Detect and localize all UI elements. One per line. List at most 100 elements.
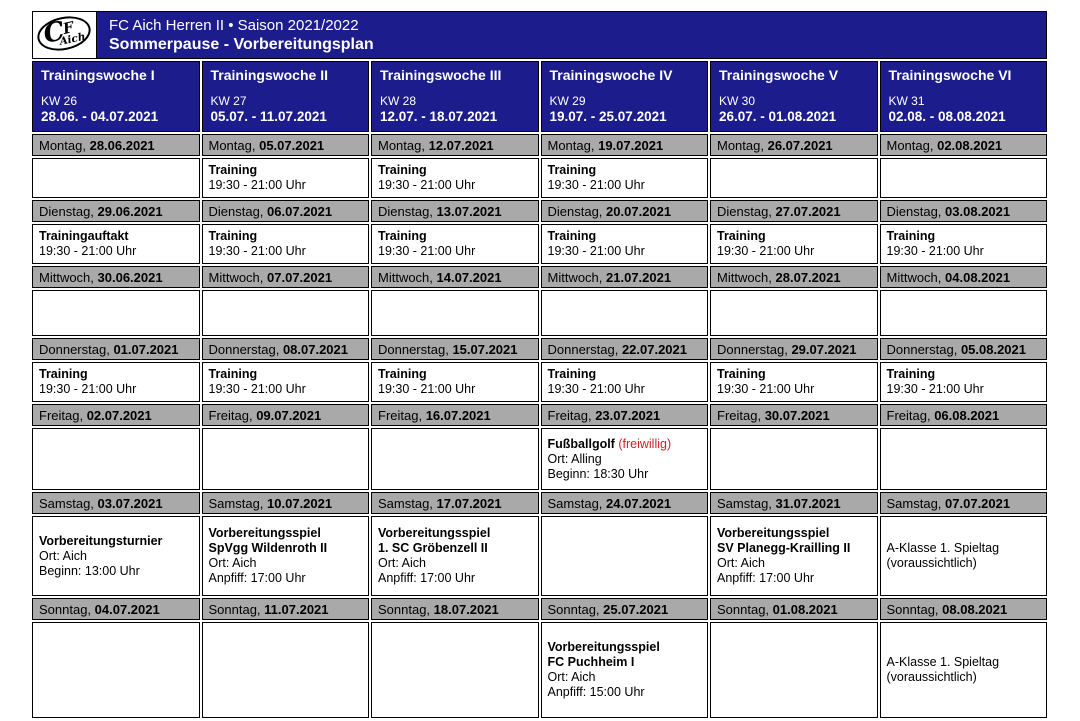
day-name: Dienstag, [886,203,946,219]
day-name: Dienstag, [208,203,268,219]
event-line: Training [378,229,427,243]
event-line: 19:30 - 21:00 Uhr [378,382,476,396]
empty-cell [371,622,539,718]
day-name: Samstag, [886,495,946,511]
day-cell: Mittwoch, 04.08.2021 [879,266,1047,288]
day-name: Freitag, [39,407,87,423]
event-line: Vorbereitungsspiel [378,526,491,540]
empty-cell [32,158,200,198]
event-line: 19:30 - 21:00 Uhr [886,382,984,396]
week-header-5: Trainingswoche V KW 30 26.07. - 01.08.20… [710,61,878,132]
event-line: Training [886,367,936,381]
day-cell: Samstag, 17.07.2021 [371,492,539,514]
day-name: Sonntag, [208,601,265,617]
day-cell: Sonntag, 25.07.2021 [540,598,708,620]
event-line: Ort: Aich [208,556,257,570]
event-cell: Training 19:30 - 21:00 Uhr [371,158,539,198]
day-date: 10.07.2021 [267,495,333,511]
event-cell: Trainingauftakt 19:30 - 21:00 Uhr [32,224,200,264]
event-line: Training [547,229,597,243]
day-date: 20.07.2021 [606,203,672,219]
event-line: Beginn: 13:00 Uhr [39,563,140,578]
schedule-table: C F Aich FC Aich Herren II • Saison 2021… [30,9,1049,720]
day-date: 24.07.2021 [606,495,672,511]
event-line: Anpfiff: 17:00 Uhr [208,571,306,585]
day-date: 11.07.2021 [264,601,329,617]
event-cell: Vorbereitungsturnier Ort: Aich Beginn: 13:… [32,516,200,596]
event-line: Anpfiff: 17:00 Uhr [717,571,815,585]
day-name: Sonntag, [39,601,95,617]
event-line: Training [886,229,936,243]
day-cell: Montag, 26.07.2021 [710,134,878,156]
event-cell: Training 19:30 - 21:00 Uhr [201,224,369,264]
day-cell: Sonntag, 18.07.2021 [371,598,539,620]
event-line: 19:30 - 21:00 Uhr [717,244,815,258]
event-line: 1. SC Gröbenzell II [378,541,488,555]
day-name: Donnerstag, [886,341,961,357]
week-date-range: 05.07. - 11.07.2021 [210,109,327,124]
empty-cell [201,290,369,336]
event-line: A-Klasse 1. Spieltag [886,541,1000,555]
event-cell: Training 19:30 - 21:00 Uhr [201,158,369,198]
event-row-samstag: Vorbereitungsturnier Ort: Aich Beginn: 13:… [32,516,1047,596]
event-line: 19:30 - 21:00 Uhr [378,178,476,192]
empty-cell [540,290,708,336]
event-line: 19:30 - 21:00 Uhr [208,244,306,258]
event-line: Vorbereitungsspiel [208,526,321,540]
day-cell: Dienstag, 29.06.2021 [32,200,200,222]
day-cell: Montag, 12.07.2021 [371,134,539,156]
day-name: Dienstag, [39,203,98,219]
event-line: Anpfiff: 15:00 Uhr [547,685,645,699]
event-cell: Training 19:30 - 21:00 Uhr [201,362,369,402]
day-date: 14.07.2021 [436,269,502,285]
event-cell: Training 19:30 - 21:00 Uhr [540,224,708,264]
day-date: 17.07.2021 [436,495,502,511]
event-line: 19:30 - 21:00 Uhr [39,382,137,396]
day-cell: Dienstag, 03.08.2021 [879,200,1047,222]
day-date: 26.07.2021 [767,137,833,153]
day-cell: Mittwoch, 21.07.2021 [540,266,708,288]
day-cell: Freitag, 06.08.2021 [879,404,1047,426]
event-cell: Training 19:30 - 21:00 Uhr [879,362,1047,402]
week-kw: KW 30 [719,94,756,108]
day-name: Freitag, [547,407,596,423]
event-line: (voraussichtlich) [886,556,977,570]
event-cell: Fußballgolf (freiwillig) Ort: Alling Begin… [540,428,708,490]
day-name: Donnerstag, [547,341,622,357]
day-cell: Dienstag, 27.07.2021 [710,200,878,222]
day-date: 07.07.2021 [945,495,1011,511]
event-line: Training [378,367,427,381]
day-cell: Samstag, 07.07.2021 [879,492,1047,514]
day-cell: Donnerstag, 29.07.2021 [710,338,878,360]
day-name: Mittwoch, [547,269,607,285]
day-name: Sonntag, [378,601,434,617]
day-cell: Sonntag, 04.07.2021 [32,598,200,620]
empty-cell [32,290,200,336]
event-line: 19:30 - 21:00 Uhr [886,244,984,258]
event-row-freitag: Fußballgolf (freiwillig) Ort: Alling Begin… [32,428,1047,490]
event-cell: Training 19:30 - 21:00 Uhr [32,362,200,402]
day-name: Montag, [886,137,938,153]
day-header-row-sonntag: Sonntag, 04.07.2021 Sonntag, 11.07.2021 So… [32,598,1047,620]
event-line: Ort: Aich [547,670,596,684]
event-line: Vorbereitungsspiel [547,640,660,654]
day-name: Mittwoch, [378,269,437,285]
day-cell: Dienstag, 06.07.2021 [201,200,369,222]
event-cell: Training 19:30 - 21:00 Uhr [540,362,708,402]
event-cell: Training 19:30 - 21:00 Uhr [540,158,708,198]
event-line: Vorbereitungsturnier [39,533,163,548]
event-line: Anpfiff: 17:00 Uhr [378,571,476,585]
day-name: Samstag, [717,495,776,511]
event-line: 19:30 - 21:00 Uhr [547,382,645,396]
day-header-row-montag: Montag, 28.06.2021 Montag, 05.07.2021 Mont… [32,134,1047,156]
empty-cell [201,428,369,490]
day-name: Samstag, [378,495,437,511]
event-line: 19:30 - 21:00 Uhr [547,244,645,258]
day-name: Freitag, [886,407,935,423]
week-header-4: Trainingswoche IV KW 29 19.07. - 25.07.2… [540,61,708,132]
empty-cell [879,290,1047,336]
document-subtitle: Sommerpause - Vorbereitungsplan [109,35,374,53]
week-kw: KW 27 [210,94,247,108]
event-cell: Training 19:30 - 21:00 Uhr [371,224,539,264]
event-cell: Training 19:30 - 21:00 Uhr [710,224,878,264]
